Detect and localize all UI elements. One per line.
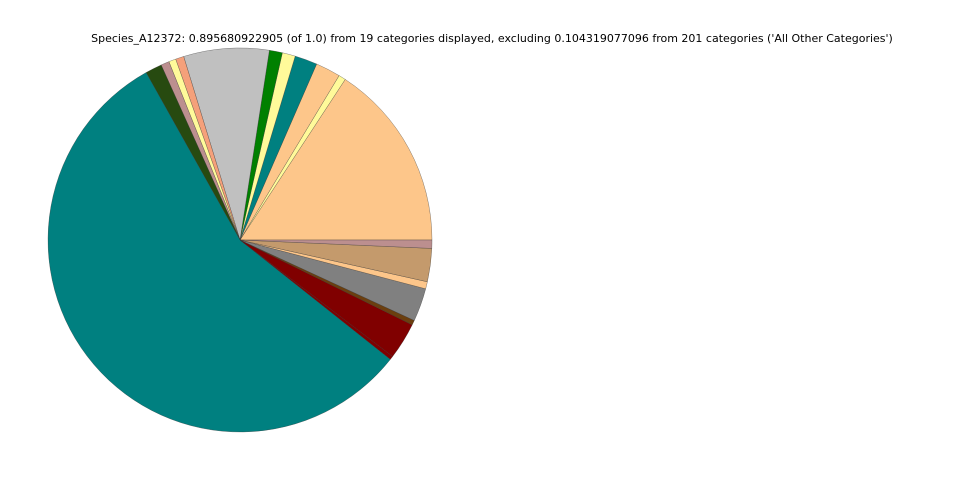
pie-slice bbox=[239, 79, 433, 241]
chart-title: Species_A12372: 0.895680922905 (of 1.0) … bbox=[91, 32, 893, 45]
pie-slice bbox=[239, 239, 433, 249]
pie-slice bbox=[47, 72, 391, 433]
